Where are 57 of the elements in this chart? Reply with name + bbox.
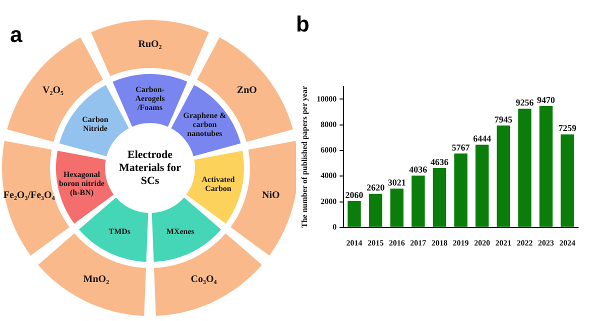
data-label: 2620 (366, 182, 386, 193)
x-tick-label: 2022 (516, 238, 533, 248)
data-label: 4636 (430, 156, 449, 167)
data-label: 9470 (537, 94, 556, 105)
bar (368, 194, 382, 227)
text: Electrode Materials for SCs (118, 148, 182, 188)
x-tick-label: 2020 (474, 238, 490, 248)
data-label: 5767 (452, 142, 470, 152)
y-tick-label: 2000 (320, 196, 337, 206)
bar (390, 188, 404, 227)
y-axis-title: The number of published papers per year (300, 85, 309, 228)
text: a (10, 22, 22, 48)
bar (476, 144, 489, 227)
data-label: 3021 (388, 178, 406, 188)
x-tick-label: 2021 (495, 238, 512, 248)
bar (348, 200, 361, 227)
y-tick-label: 6000 (320, 146, 337, 155)
x-tick-label: 2024 (559, 238, 576, 248)
data-label: 7259 (558, 123, 577, 134)
data-label: 4036 (409, 164, 428, 174)
y-tick-label: 0 (332, 222, 337, 232)
bar (412, 176, 425, 227)
y-tick-label: 10000 (316, 94, 337, 104)
bar (432, 168, 446, 227)
x-tick-label: 2016 (388, 238, 405, 248)
data-label: 2060 (345, 190, 364, 200)
x-tick-label: 2017 (410, 238, 426, 248)
bar (518, 108, 532, 227)
text: NiO (262, 190, 280, 202)
bar (454, 153, 468, 227)
text: Graphene & carbon nanotubes (182, 110, 228, 140)
bar (539, 106, 553, 227)
x-tick-label: 2019 (452, 238, 469, 248)
bar (560, 134, 574, 227)
x-tick-label: 2015 (368, 238, 384, 248)
x-tick-label: 2023 (538, 238, 554, 248)
text: RuO₂ (137, 38, 163, 52)
chart-title: b (296, 11, 310, 36)
text: Co₃O₄ (190, 273, 218, 288)
text: ZnO (236, 84, 258, 98)
x-tick-label: 2018 (431, 238, 448, 248)
text: Activated Carbon (200, 174, 236, 195)
x-tick-label: 2014 (346, 238, 362, 248)
text: Carbon Nitride (81, 114, 110, 136)
text: Hexagonal boron nitride (h-BN) (58, 169, 106, 200)
text: MnO₂ (82, 273, 110, 288)
text: V₂O₅ (42, 84, 65, 98)
data-label: 6444 (473, 134, 492, 144)
data-label: 9256 (516, 98, 534, 108)
text: Carbon-Aerogels /Foams (134, 84, 166, 114)
bar (496, 126, 510, 227)
text: MXenes (165, 226, 196, 238)
y-tick-label: 8000 (320, 120, 337, 129)
y-tick-label: 4000 (320, 171, 337, 180)
data-label: 7945 (494, 114, 513, 124)
text: TMDs (108, 226, 132, 238)
text: Fe₂O₃/Fe₃O₄ (2, 189, 56, 204)
